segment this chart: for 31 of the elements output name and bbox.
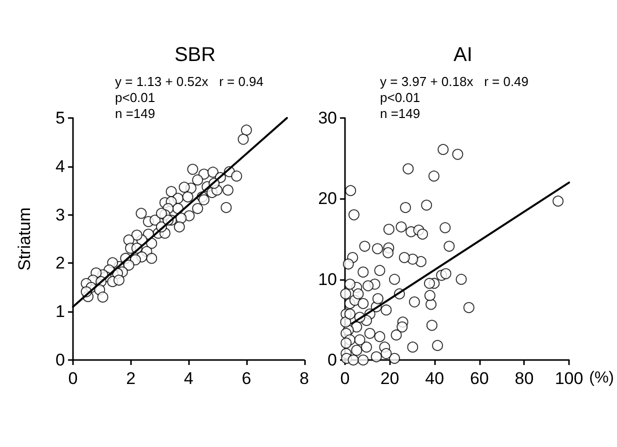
y-tick-label: 2 bbox=[56, 254, 65, 273]
x-tick-label: 60 bbox=[470, 369, 489, 388]
x-tick-label: 100 bbox=[554, 369, 584, 388]
chart-title: SBR bbox=[174, 44, 216, 66]
x-tick-label: 8 bbox=[300, 369, 310, 388]
chart-title: AI bbox=[454, 44, 472, 66]
text: y = 3.97 + 0.18x r = 0.49 bbox=[380, 74, 529, 89]
x-tick-label: 4 bbox=[184, 369, 194, 388]
x-tick-label: 80 bbox=[514, 369, 534, 388]
annotation: n =149 bbox=[380, 106, 420, 121]
y-tick-label: 4 bbox=[56, 156, 65, 176]
x-tick-label: 40 bbox=[425, 369, 444, 388]
x-tick-label: 0 bbox=[340, 369, 350, 388]
x-tick-label: 20 bbox=[380, 369, 400, 388]
y-tick-label: 0 bbox=[56, 350, 65, 370]
text: p<0.01 bbox=[380, 90, 420, 105]
y-axis-title: Striatum bbox=[15, 207, 34, 271]
annotation: n =149 bbox=[115, 106, 156, 121]
y-tick-label: 0 bbox=[328, 350, 337, 370]
y-tick-label: 10 bbox=[318, 270, 337, 289]
x-axis-title: (%) bbox=[589, 370, 614, 386]
x-tick-label: 6 bbox=[242, 369, 252, 388]
x-tick-label: 0 bbox=[68, 369, 78, 388]
y-tick-label: 20 bbox=[318, 189, 337, 208]
x-tick-label: 2 bbox=[126, 369, 136, 388]
y-tick-label: 1 bbox=[56, 302, 65, 322]
text: y = 1.13 + 0.52x r = 0.94 bbox=[115, 74, 264, 89]
y-tick-label: 30 bbox=[318, 108, 337, 128]
y-tick-label: 5 bbox=[56, 108, 65, 128]
y-tick-label: 3 bbox=[56, 205, 65, 224]
text: p<0.01 bbox=[115, 90, 156, 105]
